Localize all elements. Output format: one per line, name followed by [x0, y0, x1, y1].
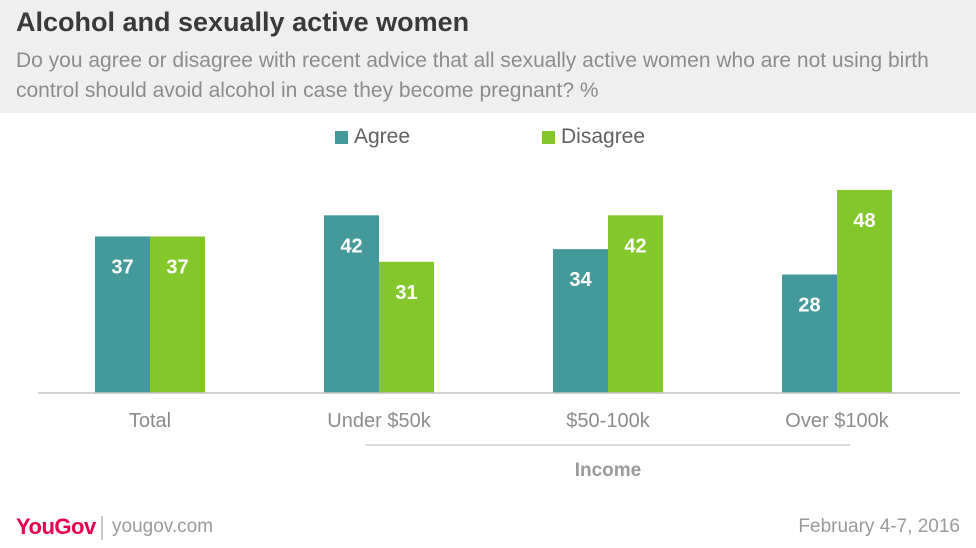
x-tick-label-2: $50-100k — [566, 410, 650, 432]
bar-agree-1 — [324, 215, 379, 393]
legend-label-disagree: Disagree — [561, 125, 646, 148]
bar-chart: 37 37 Total 42 31 Under $50k 34 42 $50-100k 28 48 O… — [38, 189, 960, 481]
bar-disagree-0 — [150, 236, 205, 393]
data-label-agree-1: 42 — [340, 235, 362, 257]
yougov-logo: YouGov — [16, 514, 96, 539]
data-label-disagree-0: 37 — [166, 256, 188, 278]
x-tick-label-0: Total — [129, 410, 171, 432]
footer-url[interactable]: yougov.com — [112, 516, 214, 537]
data-label-agree-0: 37 — [111, 256, 133, 278]
header: Alcohol and sexually active women Do you… — [0, 0, 976, 113]
x-tick-label-1: Under $50k — [327, 410, 431, 432]
legend-item-disagree: Disagree — [542, 123, 645, 151]
data-label-disagree-1: 31 — [395, 282, 417, 304]
legend-label-agree: Agree — [354, 125, 411, 148]
bar-disagree-3 — [837, 189, 892, 393]
legend-swatch-disagree — [542, 130, 555, 144]
data-label-agree-3: 28 — [798, 295, 820, 317]
legend-swatch-agree — [335, 130, 348, 144]
footer-date: February 4-7, 2016 — [798, 516, 960, 537]
data-label-agree-2: 34 — [569, 269, 592, 291]
income-group-label: Income — [575, 460, 642, 481]
bar-agree-3 — [782, 274, 837, 393]
legend-item-agree: Agree — [335, 123, 410, 151]
chart-subtitle: Do you agree or disagree with recent adv… — [16, 49, 929, 102]
x-tick-label-3: Over $100k — [785, 410, 889, 432]
bar-agree-2 — [553, 249, 608, 393]
bar-disagree-2 — [608, 215, 663, 393]
footer-divider — [101, 516, 103, 540]
data-label-disagree-2: 42 — [624, 235, 646, 257]
bar-agree-0 — [95, 236, 150, 393]
bar-disagree-1 — [379, 261, 434, 393]
chart-title: Alcohol and sexually active women — [16, 7, 470, 37]
data-label-disagree-3: 48 — [853, 210, 875, 232]
